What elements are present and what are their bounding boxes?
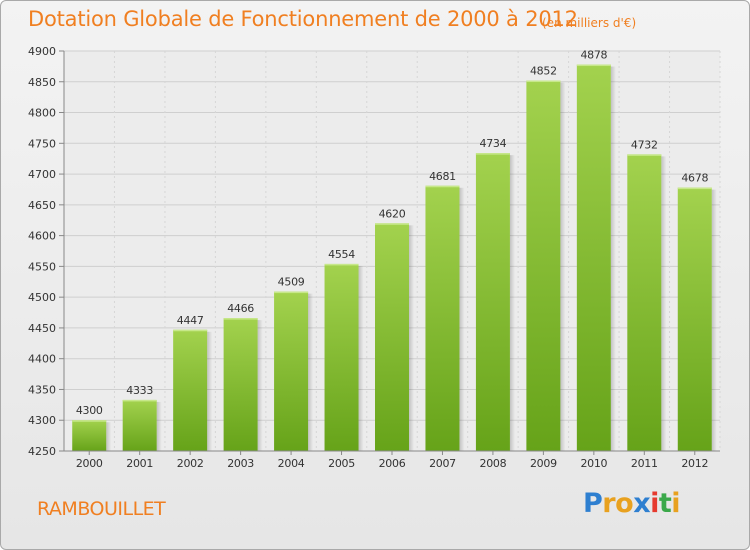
bar-shadow [358,265,364,451]
bar-highlight [627,154,662,156]
bar-2003[interactable] [223,318,258,451]
value-label: 4878 [580,49,607,62]
value-label: 4466 [227,302,254,315]
bar-2008[interactable] [475,153,510,451]
logo-letter: P [583,488,603,519]
y-tick-label: 4250 [28,445,56,458]
bar-highlight [72,420,107,422]
chart-title: Dotation Globale de Fonctionnement de 20… [28,7,578,31]
bar-shadow [257,320,263,451]
x-tick-label: 2004 [278,457,305,470]
y-tick-label: 4350 [28,383,56,396]
bar-shadow [207,331,213,451]
x-tick-label: 2000 [76,457,103,470]
bar-highlight [677,187,712,190]
x-tick-label: 2001 [126,457,153,470]
x-tick-label: 2005 [328,457,355,470]
bar-shadow [409,225,414,451]
x-tick-label: 2010 [580,457,607,470]
logo-letter: o [615,488,634,519]
bar-2011[interactable] [627,154,662,451]
y-tick-label: 4400 [28,353,56,366]
bar-2009[interactable] [526,80,561,452]
x-tick-label: 2008 [480,457,507,470]
value-label: 4509 [278,276,305,289]
logo-letter: i [650,488,659,519]
value-label: 4300 [76,404,103,417]
value-label: 4734 [480,137,507,150]
x-tick-label: 2009 [530,457,557,470]
bar-shadow [509,155,515,451]
y-tick-label: 4450 [28,322,56,335]
logo-letter: i [671,488,681,519]
x-tick-label: 2012 [681,457,708,470]
bar-highlight [375,223,409,225]
bar-2007[interactable] [425,185,460,451]
city-name: RAMBOUILLET [37,498,166,520]
value-label: 4554 [328,248,355,261]
x-tick-label: 2007 [429,457,456,470]
value-label: 4852 [530,65,557,78]
value-label: 4620 [379,207,406,220]
bar-2002[interactable] [173,329,208,451]
x-tick-label: 2006 [379,457,406,470]
bar-shadow [308,293,314,451]
y-tick-label: 4800 [28,107,56,120]
logo-letter: x [633,488,651,519]
y-tick-label: 4850 [28,76,56,89]
bar-highlight [122,399,157,402]
bar-2010[interactable] [576,64,611,452]
bar-shadow [560,82,566,452]
value-label: 4732 [631,138,658,151]
y-tick-label: 4900 [28,45,56,58]
bar-shadow [156,401,162,451]
y-tick-label: 4650 [28,199,56,212]
x-tick-label: 2003 [227,457,254,470]
bar-shadow [661,156,667,451]
value-label: 4447 [177,314,204,327]
bar-highlight [274,291,309,294]
bar-highlight [526,80,561,83]
bar-highlight [223,318,258,320]
y-tick-label: 4700 [28,168,56,181]
proxiti-logo[interactable]: Proxiti [583,488,681,519]
bar-highlight [425,185,460,188]
value-label: 4678 [681,172,708,185]
bar-highlight [324,263,359,266]
y-tick-label: 4550 [28,260,56,273]
value-label: 4681 [429,170,456,183]
y-tick-label: 4500 [28,291,56,304]
y-tick-label: 4600 [28,230,56,243]
bar-highlight [173,329,208,332]
bar-2006[interactable] [375,223,409,451]
logo-letter: r [602,488,616,519]
bar-shadow [610,66,616,452]
bar-shadow [711,189,717,451]
y-tick-label: 4300 [28,414,56,427]
y-tick-label: 4750 [28,137,56,150]
x-tick-label: 2002 [177,457,204,470]
bar-shadow [459,187,465,451]
bar-shadow [106,422,112,451]
bar-2001[interactable] [122,399,157,451]
bar-2000[interactable] [72,420,107,451]
bar-highlight [475,153,510,155]
bar-2012[interactable] [677,187,712,451]
bar-2004[interactable] [274,291,309,451]
chart-unit-note: (en milliers d'€) [542,16,637,30]
bar-2005[interactable] [324,263,359,451]
value-label: 4333 [126,384,153,397]
logo-letter: t [658,488,672,519]
x-tick-label: 2011 [631,457,658,470]
bar-highlight [576,64,611,67]
